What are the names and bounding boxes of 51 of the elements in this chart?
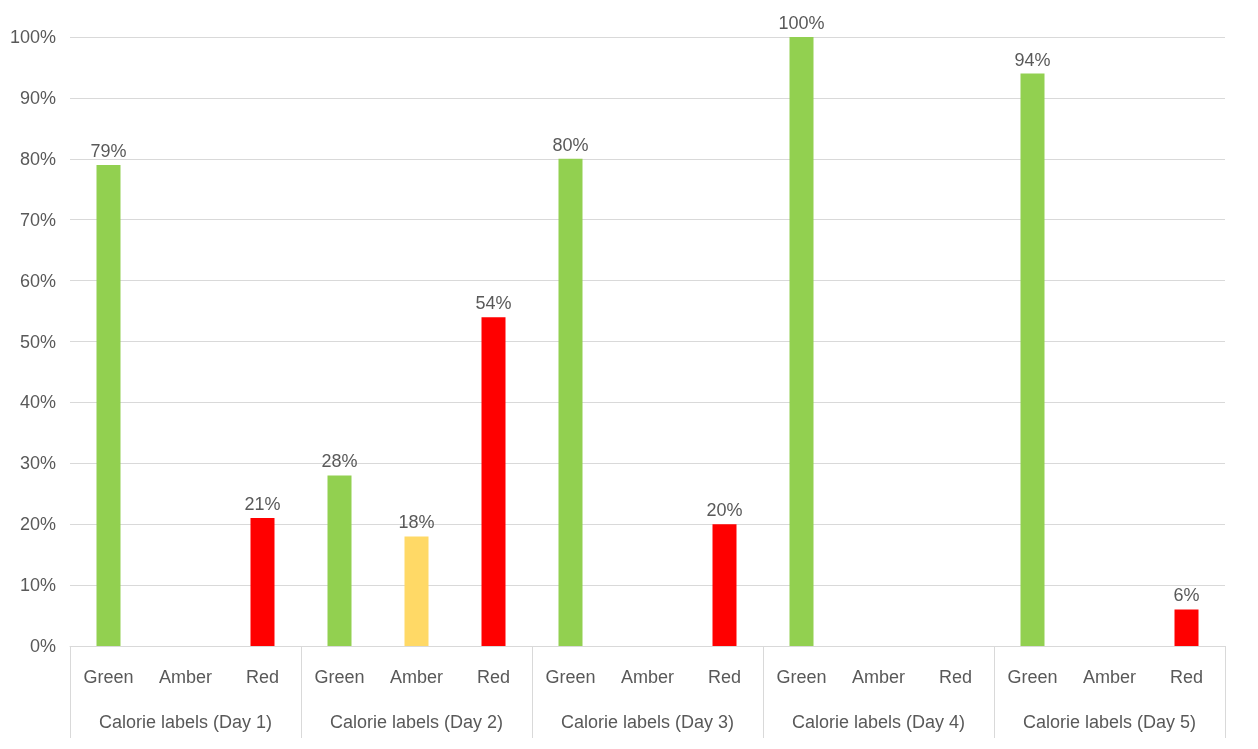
bar — [327, 475, 352, 646]
y-tick-label: 70% — [19, 209, 56, 230]
x-tick-label: Amber — [1082, 667, 1137, 687]
y-tick-label: 90% — [19, 87, 56, 108]
bar — [1020, 73, 1045, 646]
x-tick-label: Green — [1007, 667, 1058, 687]
x-tick-label: Amber — [158, 667, 213, 687]
text: Calorie labels (Day 1) — [98, 712, 273, 732]
y-tick-label: 40% — [19, 392, 56, 413]
x-tick-label: Green — [545, 667, 596, 687]
bar — [481, 317, 506, 646]
y-tick-label: 20% — [19, 514, 56, 535]
data-label: 18% — [398, 512, 435, 533]
x-tick-label: Green — [776, 667, 827, 687]
y-tick-label: 80% — [19, 148, 56, 169]
data-label: 100% — [778, 13, 825, 33]
y-tick-label: 50% — [19, 331, 56, 352]
x-tick-label: Red — [245, 667, 280, 687]
data-label: 21% — [244, 494, 281, 515]
y-tick-label: 30% — [19, 453, 56, 474]
x-tick-label: Amber — [389, 667, 444, 687]
x-tick-label: Green — [83, 667, 134, 687]
x-tick-label: Red — [476, 667, 511, 687]
bar — [404, 536, 429, 646]
x-tick-label: Red — [707, 667, 742, 687]
data-label: 94% — [1014, 49, 1051, 70]
x-tick-label: Amber — [620, 667, 675, 687]
data-label: 20% — [706, 500, 743, 521]
data-label: 80% — [552, 134, 589, 155]
bar — [558, 158, 583, 646]
text: Calorie labels (Day 2) — [329, 712, 504, 732]
data-label: 54% — [475, 293, 512, 314]
x-tick-label: Green — [314, 667, 365, 687]
y-tick-label: 100% — [9, 27, 56, 47]
data-label: 28% — [321, 451, 358, 472]
text: Calorie labels (Day 5) — [1022, 712, 1197, 732]
y-tick-label: 10% — [19, 575, 56, 596]
bar — [1174, 609, 1199, 646]
data-label: 79% — [90, 140, 127, 161]
data-label: 6% — [1173, 585, 1200, 606]
text: Calorie labels (Day 3) — [560, 712, 735, 732]
x-tick-label: Amber — [851, 667, 906, 687]
y-tick-label: 60% — [19, 270, 56, 291]
bar — [789, 37, 814, 646]
text: Calorie labels (Day 4) — [791, 712, 966, 732]
x-tick-label: Red — [1169, 667, 1204, 687]
y-tick-label: 0% — [29, 636, 56, 656]
bar — [712, 524, 737, 646]
bar — [96, 164, 121, 646]
bar — [250, 518, 275, 646]
x-tick-label: Red — [938, 667, 973, 687]
